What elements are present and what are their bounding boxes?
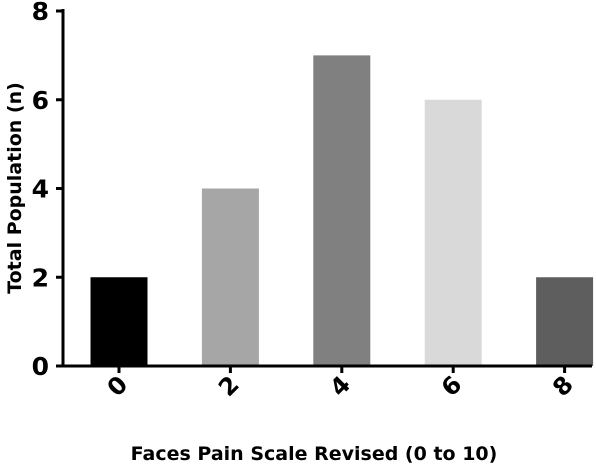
x-tick-label: 2 bbox=[213, 370, 245, 402]
bar-2 bbox=[201, 188, 259, 366]
y-tick-label: 0 bbox=[32, 352, 49, 381]
x-tick-label: 8 bbox=[547, 370, 579, 402]
y-axis-title: Total Population (n) bbox=[4, 82, 26, 294]
bar-6 bbox=[424, 99, 482, 366]
x-axis-ticks: 0246810 bbox=[102, 366, 579, 402]
bar-0 bbox=[90, 277, 148, 366]
y-tick-label: 8 bbox=[32, 0, 49, 26]
x-tick-label: 4 bbox=[324, 370, 356, 402]
y-tick-label: 4 bbox=[32, 175, 49, 204]
y-tick-label: 2 bbox=[32, 263, 49, 292]
x-tick-label: 6 bbox=[436, 370, 468, 402]
y-axis-ticks: 0 2 4 6 8 bbox=[32, 0, 63, 381]
bar-4 bbox=[313, 55, 371, 366]
bar-8 bbox=[536, 277, 594, 366]
x-axis-title: Faces Pain Scale Revised (0 to 10) bbox=[131, 443, 498, 465]
bars-group bbox=[90, 55, 594, 366]
y-tick-label: 6 bbox=[32, 86, 49, 115]
x-tick-label: 0 bbox=[102, 370, 134, 402]
